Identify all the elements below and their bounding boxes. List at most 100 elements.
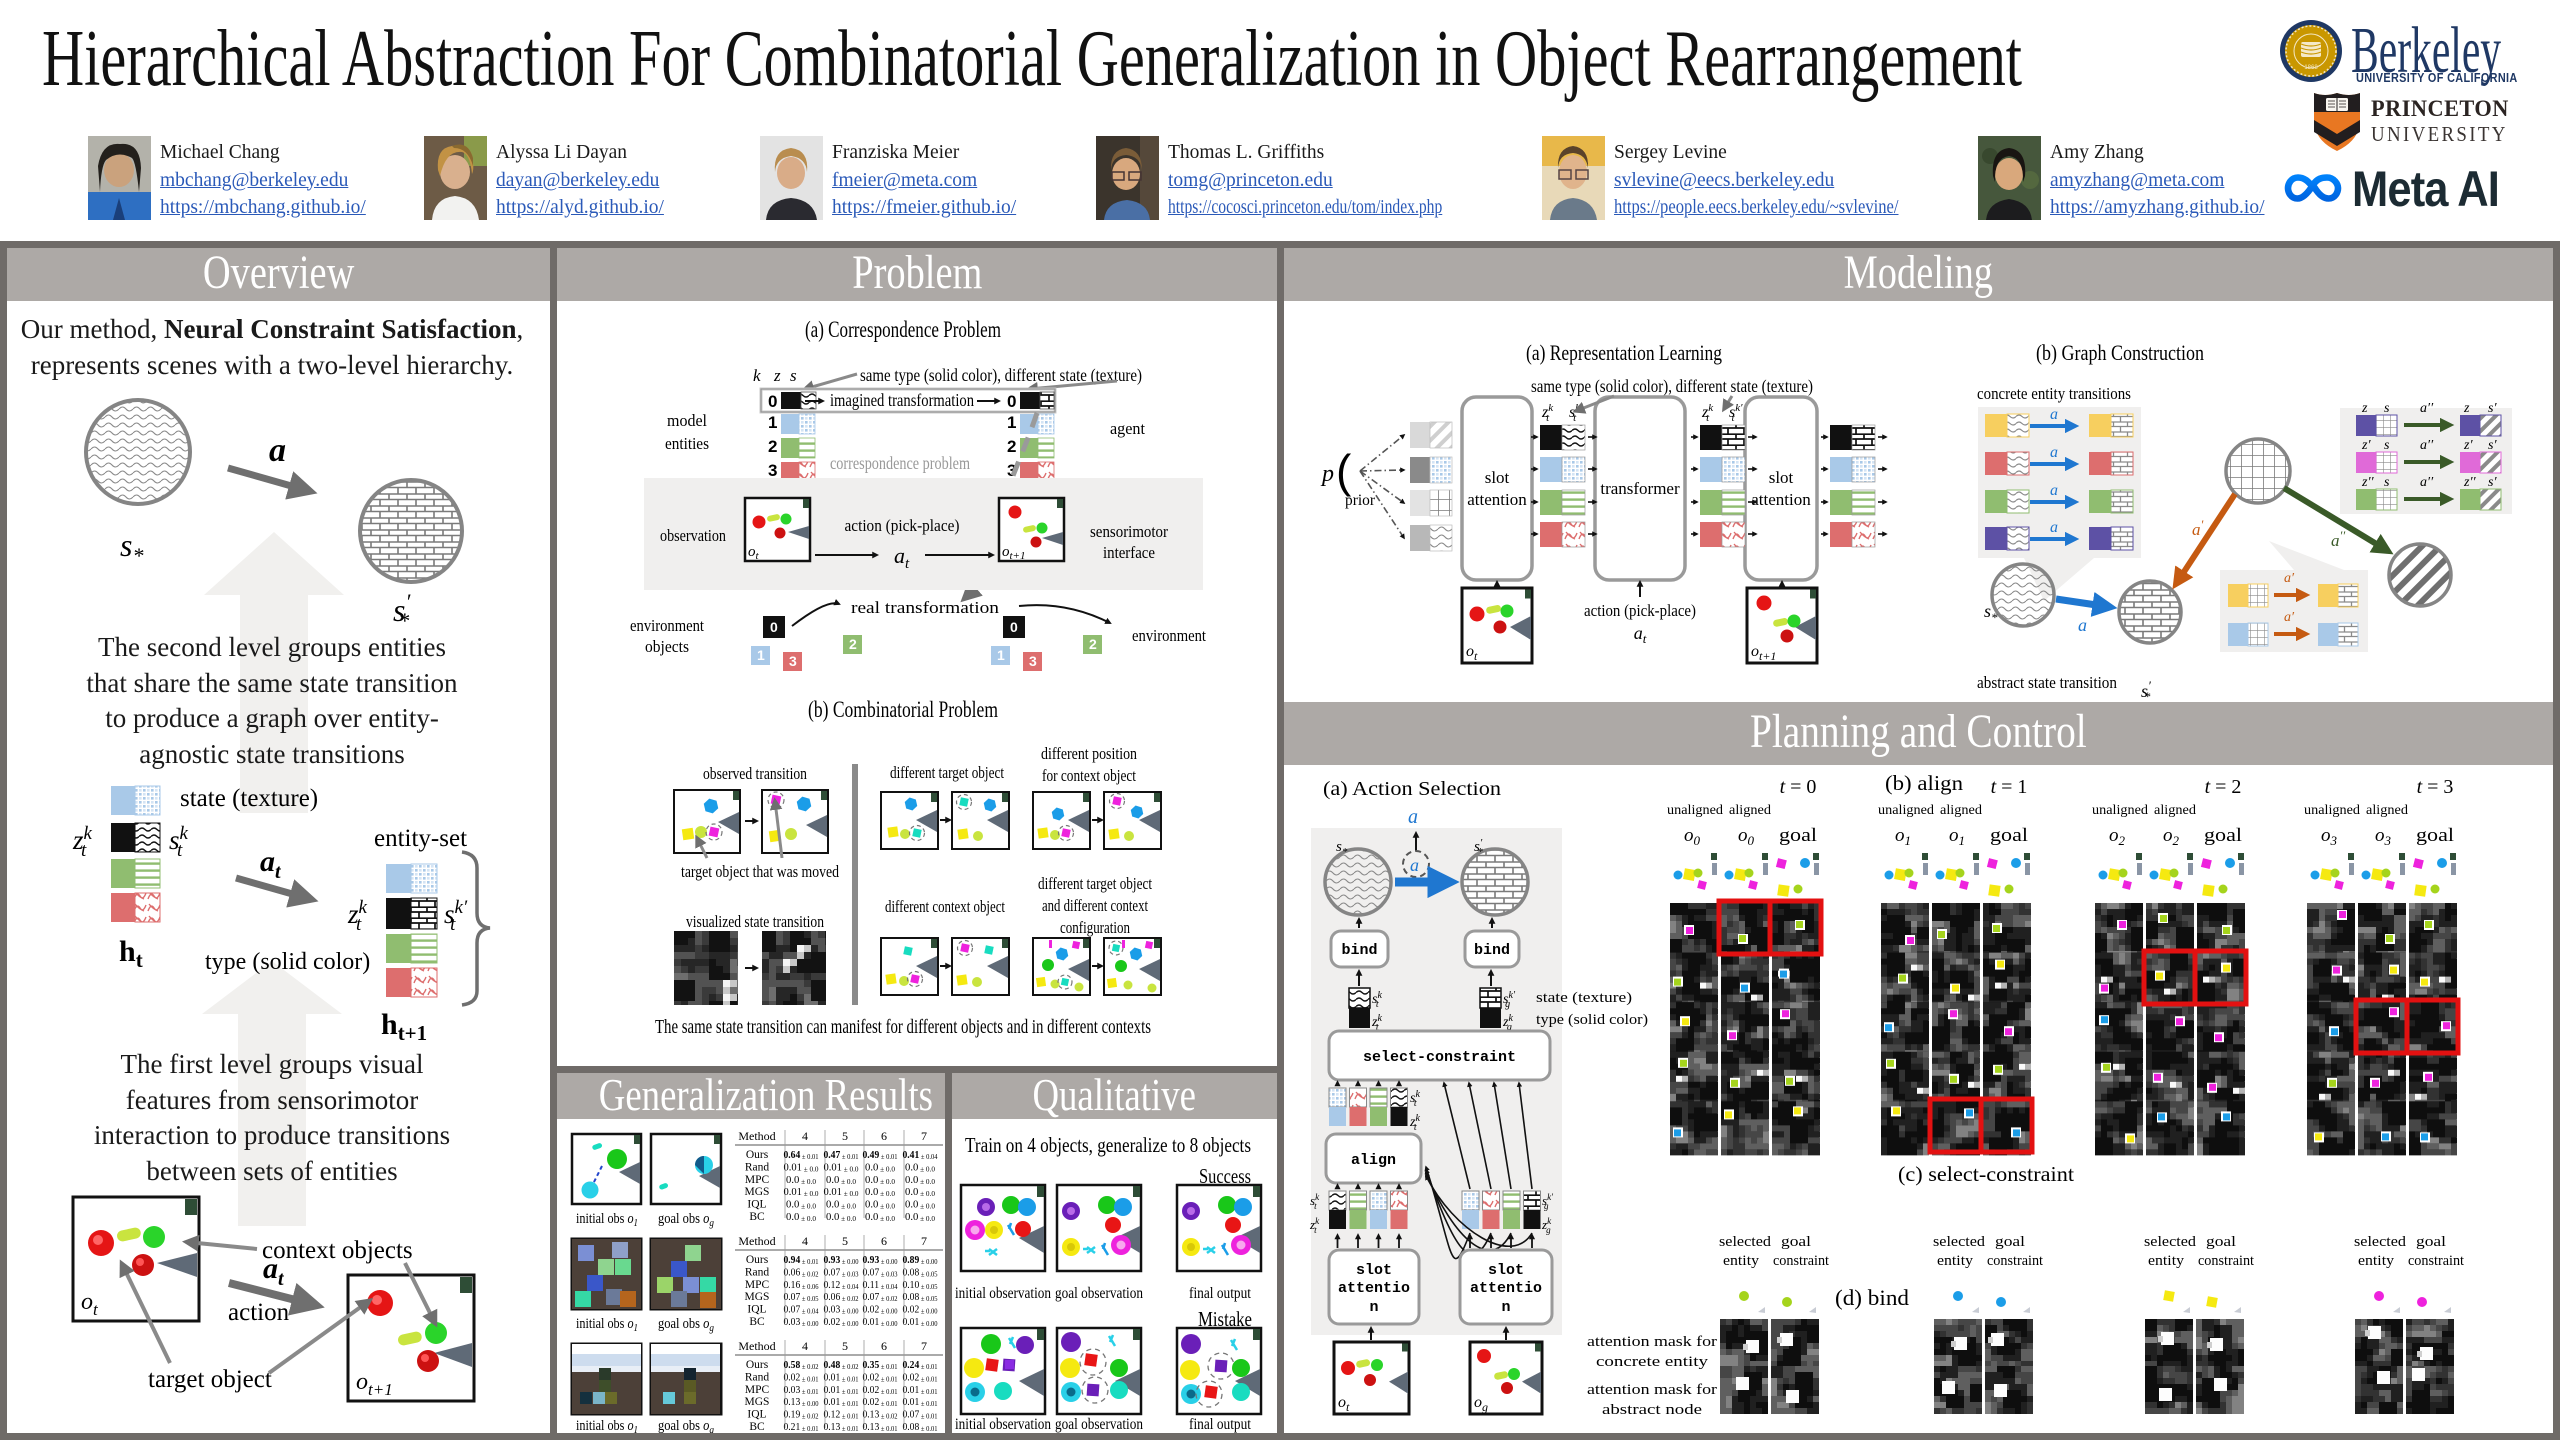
svg-text:target object: target object (148, 1366, 272, 1393)
svg-text:s′: s′ (2488, 438, 2497, 453)
svg-text:skt: sk t (169, 823, 189, 861)
svg-text:(: ( (1336, 445, 1352, 497)
svg-text:a: a (1408, 806, 1418, 828)
svg-text:4: 4 (802, 1234, 808, 1248)
svg-text:3: 3 (768, 461, 777, 480)
svg-text:different context object: different context object (885, 897, 1005, 916)
svg-text:selected: selected (2354, 1234, 2407, 1250)
svg-text:zkt: zk t (1701, 402, 1714, 424)
svg-text:goal observation: goal observation (1055, 1416, 1143, 1433)
svg-text:0.58 ± 0.02: 0.58 ± 0.02 (784, 1359, 819, 1371)
svg-text:concrete entity: concrete entity (1596, 1354, 1709, 1370)
svg-text:Rand: Rand (745, 1161, 770, 1173)
svg-text:selected: selected (2144, 1234, 2197, 1250)
svg-text:z′: z′ (2361, 438, 2371, 453)
svg-text:(b) align: (b) align (1885, 771, 1964, 795)
svg-text:1: 1 (757, 647, 765, 663)
svg-text:BC: BC (749, 1421, 765, 1433)
svg-text:unaligned: unaligned (1667, 803, 1723, 818)
svg-text:constraint: constraint (2198, 1253, 2255, 1269)
svg-text:0.01 ± 0.01: 0.01 ± 0.01 (903, 1396, 938, 1408)
svg-text:state (texture): state (texture) (1536, 990, 1632, 1006)
svg-text:o2: o2 (2163, 825, 2180, 848)
svg-text:unaligned: unaligned (1878, 803, 1934, 818)
svg-text:s: s (2384, 438, 2390, 453)
svg-text:goal: goal (1990, 825, 2028, 846)
svg-text:n: n (1369, 1299, 1378, 1316)
svg-text:0.07 ± 0.03: 0.07 ± 0.03 (824, 1266, 859, 1278)
svg-text:o1: o1 (1949, 825, 1965, 848)
svg-text:0.41 ± 0.04: 0.41 ± 0.04 (903, 1149, 938, 1161)
svg-text:final output: final output (1189, 1416, 1251, 1433)
svg-text:0.01 ± 0.01: 0.01 ± 0.01 (903, 1384, 938, 1396)
svg-text:1: 1 (997, 647, 1005, 663)
svg-text:t = 1: t = 1 (1991, 776, 2028, 798)
svg-text:(d) bind: (d) bind (1835, 1285, 1909, 1310)
svg-text:0.02 ± 0.00: 0.02 ± 0.00 (903, 1304, 938, 1316)
svg-text:z: z (773, 366, 781, 385)
svg-text:0: 0 (1010, 619, 1018, 635)
svg-text:The same state transition can: The same state transition can manifest f… (655, 1016, 1151, 1038)
svg-text:initial obs o1: initial obs o1 (576, 1418, 638, 1433)
svg-text:observed transition: observed transition (703, 764, 807, 783)
svg-text:5: 5 (842, 1339, 848, 1353)
svg-text:0.21 ± 0.01: 0.21 ± 0.01 (784, 1421, 819, 1433)
svg-text:0.0 ± 0.0: 0.0 ± 0.0 (786, 1199, 816, 1211)
svg-text:t = 0: t = 0 (1780, 776, 1817, 798)
svg-text:entity-set: entity-set (374, 825, 467, 852)
svg-text:zkt: zk t (72, 823, 93, 861)
svg-text:MPC: MPC (745, 1174, 770, 1186)
svg-text:correspondence problem: correspondence problem (830, 453, 970, 473)
svg-text:a: a (2050, 406, 2058, 423)
svg-text:environment: environment (630, 616, 704, 635)
svg-text:0.08 ± 0.01: 0.08 ± 0.01 (903, 1421, 938, 1433)
svg-text:o2: o2 (2109, 825, 2126, 848)
svg-text:1868: 1868 (2304, 65, 2318, 71)
svg-text:goal: goal (1995, 1234, 2025, 1250)
svg-text:7: 7 (921, 1234, 927, 1248)
svg-text:initial obs o1: initial obs o1 (576, 1211, 638, 1229)
svg-text:0.13 ± 0.02: 0.13 ± 0.02 (863, 1409, 898, 1421)
svg-text:0.64 ± 0.01: 0.64 ± 0.01 (784, 1149, 819, 1161)
svg-text:goal obs og: goal obs og (658, 1418, 714, 1433)
svg-text:6: 6 (881, 1339, 887, 1353)
svg-text:IQL: IQL (747, 1409, 766, 1421)
svg-text:a′′: a′′ (2420, 475, 2434, 490)
svg-text:observation: observation (660, 526, 726, 545)
svg-text:s*: s* (120, 527, 143, 568)
svg-text:4: 4 (802, 1129, 808, 1143)
svg-text:zkt: zk t (1371, 1013, 1382, 1033)
svg-text:a: a (1410, 855, 1419, 875)
svg-text:0.0 ± 0.0: 0.0 ± 0.0 (826, 1199, 856, 1211)
svg-text:a′′: a′′ (2420, 401, 2434, 416)
svg-text:s: s (2384, 401, 2390, 416)
svg-text:0.02 ± 0.00: 0.02 ± 0.00 (863, 1304, 898, 1316)
svg-text:goal: goal (2204, 825, 2242, 846)
svg-text:z′: z′ (2463, 438, 2473, 453)
svg-text:1: 1 (768, 413, 777, 432)
svg-text:s: s (2384, 475, 2390, 490)
svg-text:0.16 ± 0.06: 0.16 ± 0.06 (784, 1279, 819, 1291)
svg-text:zkg: zk g (1541, 1216, 1552, 1235)
svg-text:4: 4 (802, 1339, 808, 1353)
svg-text:initial obs o1: initial obs o1 (576, 1316, 638, 1334)
svg-text:0.01 ± 0.0: 0.01 ± 0.0 (784, 1161, 819, 1173)
svg-text:Method: Method (738, 1129, 775, 1143)
svg-text:0.11 ± 0.04: 0.11 ± 0.04 (863, 1279, 898, 1291)
svg-text:goal: goal (2416, 1234, 2446, 1250)
svg-text:attention: attention (1467, 490, 1527, 509)
svg-text:0.0 ± 0.0: 0.0 ± 0.0 (905, 1186, 935, 1198)
svg-text:Ours: Ours (746, 1359, 769, 1371)
svg-text:sk′t: sk′ t (1729, 402, 1743, 424)
svg-text:slot: slot (1769, 468, 1794, 487)
svg-text:0.13 ± 0.01: 0.13 ± 0.01 (824, 1421, 859, 1433)
svg-text:slot: slot (1356, 1262, 1392, 1279)
svg-text:0.01 ± 0.0: 0.01 ± 0.0 (824, 1161, 859, 1173)
svg-text:1: 1 (1007, 413, 1016, 432)
svg-text:7: 7 (921, 1339, 927, 1353)
svg-text:0.24 ± 0.01: 0.24 ± 0.01 (903, 1359, 938, 1371)
svg-text:type (solid color): type (solid color) (1536, 1012, 1648, 1028)
svg-text:0.01 ± 0.0: 0.01 ± 0.0 (824, 1186, 859, 1198)
svg-text:agent: agent (1110, 419, 1145, 438)
svg-text:constraint: constraint (2408, 1253, 2465, 1269)
